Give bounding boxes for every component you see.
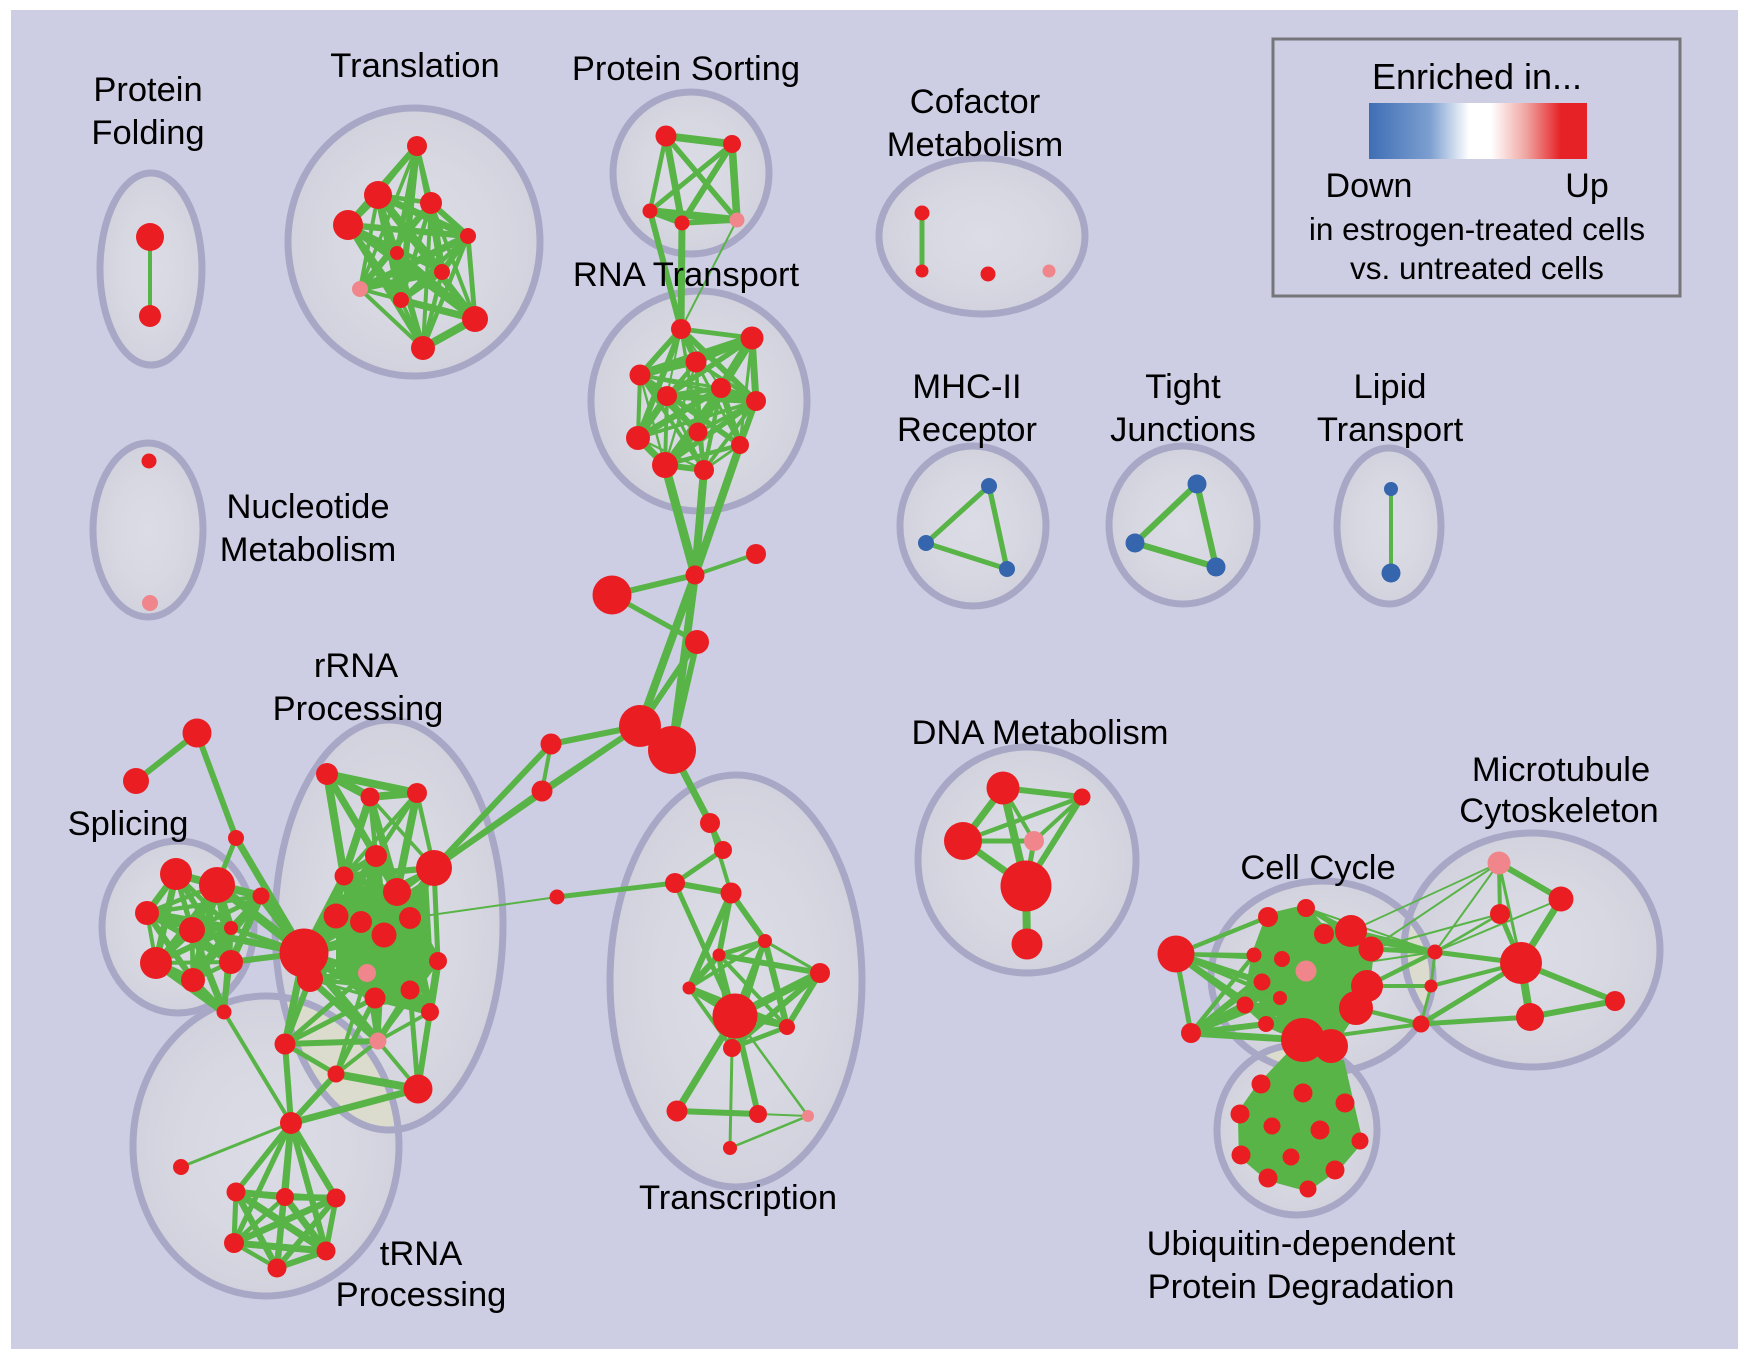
svg-text:Down: Down — [1326, 167, 1413, 205]
svg-text:Microtubule: Microtubule — [1472, 751, 1650, 789]
svg-text:Transport: Transport — [1317, 411, 1464, 449]
svg-text:rRNA: rRNA — [314, 647, 398, 685]
svg-text:Receptor: Receptor — [897, 411, 1037, 449]
svg-text:Transcription: Transcription — [639, 1179, 837, 1217]
svg-text:Processing: Processing — [273, 690, 444, 728]
svg-text:Lipid: Lipid — [1354, 368, 1427, 406]
svg-text:Up: Up — [1565, 167, 1608, 205]
svg-text:Protein: Protein — [93, 71, 202, 109]
svg-text:Folding: Folding — [91, 114, 204, 152]
svg-text:RNA Transport: RNA Transport — [573, 256, 800, 294]
svg-text:MHC-II: MHC-II — [912, 368, 1021, 406]
svg-text:Nucleotide: Nucleotide — [226, 488, 389, 526]
svg-text:Enriched in...: Enriched in... — [1372, 56, 1582, 97]
svg-text:Junctions: Junctions — [1110, 411, 1256, 449]
svg-text:Cytoskeleton: Cytoskeleton — [1459, 792, 1658, 830]
svg-text:Translation: Translation — [330, 47, 499, 85]
svg-text:Cofactor: Cofactor — [910, 83, 1040, 121]
svg-text:Tight: Tight — [1145, 368, 1221, 406]
svg-text:vs. untreated cells: vs. untreated cells — [1350, 250, 1604, 286]
svg-text:Splicing: Splicing — [68, 805, 189, 843]
svg-text:DNA Metabolism: DNA Metabolism — [912, 714, 1169, 752]
svg-text:tRNA: tRNA — [380, 1235, 462, 1273]
svg-text:Cell Cycle: Cell Cycle — [1240, 849, 1395, 887]
svg-text:Ubiquitin-dependent: Ubiquitin-dependent — [1147, 1225, 1456, 1263]
svg-text:Metabolism: Metabolism — [887, 126, 1063, 164]
svg-text:Processing: Processing — [336, 1276, 507, 1314]
svg-text:Protein Sorting: Protein Sorting — [572, 50, 800, 88]
svg-text:Metabolism: Metabolism — [220, 531, 396, 569]
svg-text:Protein Degradation: Protein Degradation — [1148, 1268, 1455, 1306]
svg-text:in estrogen-treated cells: in estrogen-treated cells — [1309, 211, 1645, 247]
